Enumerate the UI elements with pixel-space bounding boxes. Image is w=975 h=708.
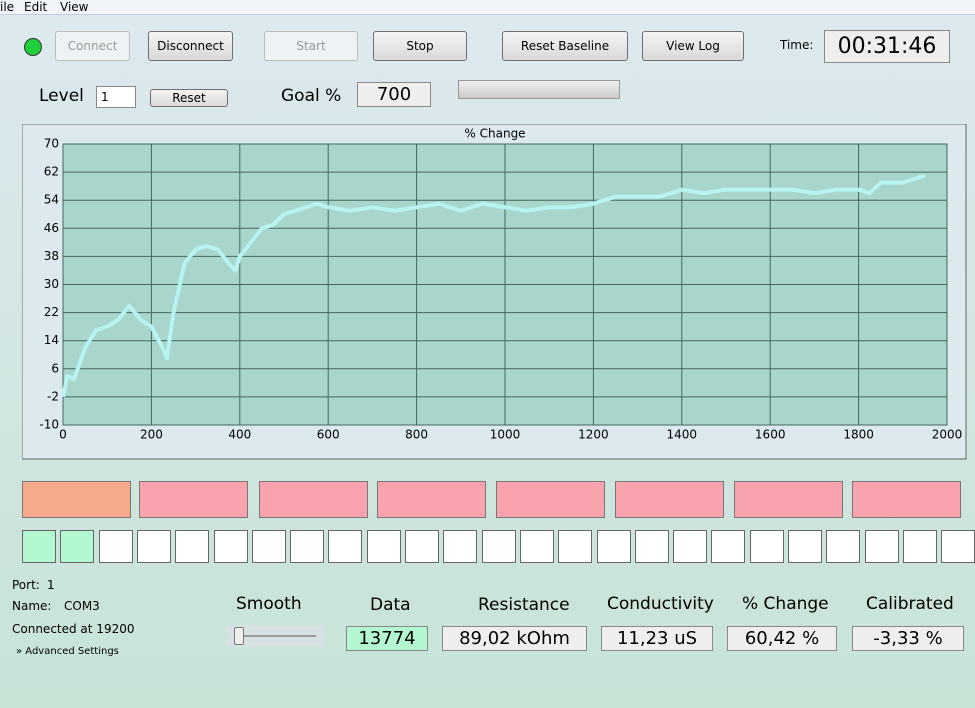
y-tick-label: 54 (44, 193, 59, 207)
conductivity-value: 11,23 uS (601, 626, 713, 651)
indicator-cell (60, 530, 95, 563)
y-tick-label: 22 (44, 305, 59, 319)
menu-item[interactable]: View (60, 0, 89, 14)
indicator-cell (136, 530, 171, 563)
x-tick-label: 600 (317, 428, 340, 442)
time-display: 00:31:46 (824, 30, 950, 63)
indicator-block (259, 481, 368, 518)
x-tick-label: 1200 (578, 428, 609, 442)
indicator-cell (634, 530, 669, 563)
smooth-label: Smooth (236, 594, 302, 614)
indicator-cell (558, 530, 593, 563)
y-tick-label: 6 (51, 361, 59, 375)
indicator-cell (328, 530, 363, 563)
indicator-block (615, 481, 724, 518)
y-tick-label: 30 (44, 277, 59, 291)
indicator-cell (481, 530, 516, 563)
smooth-slider[interactable] (226, 625, 324, 647)
change-label: % Change (742, 594, 829, 614)
calibrated-label: Calibrated (866, 594, 954, 614)
indicator-block (139, 481, 248, 518)
indicator-cell (711, 530, 746, 563)
indicator-cell (941, 530, 975, 563)
goal-display: 700 (357, 82, 431, 107)
y-tick-label: 62 (44, 165, 59, 179)
indicator-cell (788, 530, 822, 563)
y-tick-label: 46 (44, 221, 59, 235)
y-tick-label: -2 (47, 389, 59, 403)
menu-item[interactable]: Edit (24, 0, 48, 14)
advanced-settings-text[interactable]: Advanced Settings (25, 646, 119, 657)
y-tick-label: 14 (44, 333, 59, 347)
resistance-label: Resistance (478, 595, 570, 615)
indicator-cell (98, 530, 133, 563)
chart-title: % Change (464, 127, 525, 141)
indicator-block (377, 481, 486, 518)
indicator-block (22, 481, 131, 518)
x-tick-label: 1400 (667, 428, 698, 442)
view-log-button[interactable]: View Log (642, 31, 744, 61)
data-line (61, 173, 926, 398)
status-led (24, 38, 42, 56)
indicator-cell (864, 530, 899, 563)
data-value: 13774 (346, 626, 428, 651)
name-label: Name: (12, 599, 52, 613)
connection-status: Connected at 19200 (12, 622, 135, 636)
indicator-cell (290, 530, 325, 563)
x-tick-label: 0 (59, 428, 67, 442)
indicator-cell (405, 530, 439, 563)
data-label: Data (370, 595, 411, 615)
name-value: COM3 (64, 599, 100, 613)
chart: % Change -10 -2 6 14 22 30 38 46 54 62 70 0 200 400 60… (22, 124, 967, 460)
y-tick-label: 38 (44, 249, 59, 263)
advanced-settings[interactable]: » Advanced Settings (16, 646, 119, 657)
indicator-block (852, 481, 961, 518)
x-tick-label: 800 (405, 428, 428, 442)
connect-button[interactable]: Connect (55, 31, 130, 61)
level-input[interactable]: 1 (96, 86, 136, 108)
change-value: 60,42 % (727, 626, 837, 651)
goal-label: Goal % (281, 86, 342, 106)
indicator-cell (596, 530, 631, 563)
indicator-cell (213, 530, 248, 563)
time-label: Time: (780, 38, 814, 52)
x-tick-label: 400 (228, 428, 251, 442)
resistance-value: 89,02 kOhm (442, 626, 587, 651)
indicator-cell (22, 530, 56, 563)
indicator-cell (366, 530, 401, 563)
port-value: 1 (47, 578, 55, 592)
conductivity-label: Conductivity (607, 594, 714, 614)
y-tick-label: 70 (44, 137, 59, 151)
indicator-cell (175, 530, 210, 563)
indicator-block (496, 481, 605, 518)
indicator-cell (826, 530, 861, 563)
indicator-cell (519, 530, 554, 563)
calibrated-value: -3,33 % (852, 626, 964, 651)
x-tick-label: 1600 (755, 428, 786, 442)
reset-baseline-button[interactable]: Reset Baseline (502, 31, 628, 61)
indicator-cell (443, 530, 478, 563)
x-tick-label: 1000 (490, 428, 521, 442)
indicator-block (734, 481, 843, 518)
menu-bar: ile Edit View (0, 0, 975, 15)
x-tick-label: 1800 (843, 428, 874, 442)
port-label: Port: (12, 578, 40, 592)
indicator-cell (749, 530, 784, 563)
progress-bar (458, 80, 620, 99)
indicator-cell (902, 530, 937, 563)
level-reset-button[interactable]: Reset (150, 89, 228, 107)
start-button[interactable]: Start (264, 31, 358, 61)
y-tick-label: -10 (39, 418, 59, 432)
indicator-cell (673, 530, 708, 563)
indicator-cell (251, 530, 286, 563)
menu-item[interactable]: ile (0, 0, 15, 14)
x-tick-label: 2000 (932, 428, 963, 442)
stop-button[interactable]: Stop (373, 31, 467, 61)
disconnect-button[interactable]: Disconnect (148, 31, 233, 61)
level-label: Level (39, 86, 84, 106)
x-tick-label: 200 (140, 428, 163, 442)
